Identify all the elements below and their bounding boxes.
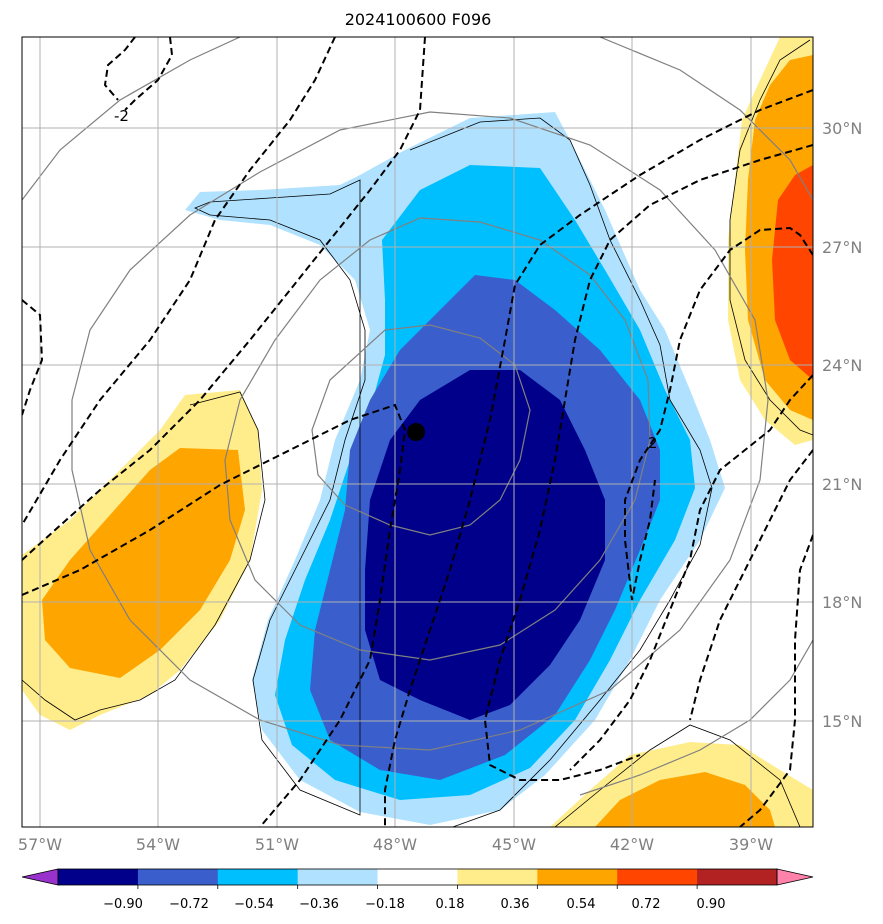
lat-label: 24°N [822,356,862,375]
lon-label: 48°W [373,835,417,854]
colorbar-segment [457,869,538,885]
lat-label: 18°N [822,593,862,612]
colorbar [21,868,814,889]
colorbar-extend-high [776,868,814,886]
map-frame [21,36,814,828]
anomaly-fill-navy [365,370,605,720]
contour-label-pos2: 2 [648,434,658,452]
dashed-contours [22,37,813,827]
colorbar-tick-label: 0.36 [501,897,530,912]
lon-labels: 57°W 54°W 51°W 48°W 45°W 42°W 39°W [18,835,773,854]
map-title: 2024100600 F096 [344,10,492,29]
lat-labels: 30°N 27°N 24°N 21°N 18°N 15°N [822,119,862,731]
lon-label: 45°W [492,835,536,854]
colorbar-segment [217,869,299,885]
anomaly-fill-orange-west [42,448,245,678]
colorbar-segment [137,869,219,885]
lon-label: 51°W [255,835,299,854]
colorbar-tick-label: 0.18 [436,897,465,912]
lon-label: 42°W [610,835,654,854]
graticule [22,37,813,827]
colorbar-segment [297,869,379,885]
map-area: -2 2 [22,37,813,827]
lat-label: 30°N [822,119,862,138]
colorbar-tick-label: 0.72 [632,897,661,912]
lat-label: 21°N [822,475,862,494]
zero-contour-east [729,39,813,436]
colorbar-tick-label: −0.90 [103,897,143,912]
colorbar-ticks: −0.90 −0.72 −0.54 −0.36 −0.18 0.18 0.36 … [103,897,725,912]
colorbar-segment [377,869,458,885]
colorbar-tick-label: −0.54 [234,897,274,912]
anomaly-fill-orange-south [595,772,775,827]
colorbar-extend-low [21,868,59,886]
colorbar-segment [58,869,139,885]
storm-center-marker [407,423,425,441]
colorbar-frame [57,868,778,886]
lon-label: 57°W [18,835,62,854]
zero-contour-south [554,724,801,827]
lat-label: 27°N [822,238,862,257]
colorbar-segment [617,869,698,885]
anomaly-fill-orangered-east [772,165,813,380]
lat-label: 15°N [822,712,862,731]
colorbar-tick-label: −0.72 [169,897,209,912]
colorbar-tick-label: −0.18 [365,897,405,912]
colorbar-tick-label: −0.36 [299,897,339,912]
zero-contour-west [22,391,266,721]
colorbar-tick-label: 0.54 [567,897,596,912]
colorbar-segment [537,869,618,885]
lon-label: 54°W [136,835,180,854]
contour-label-neg2: -2 [114,107,129,125]
lon-label: 39°W [729,835,773,854]
colorbar-segment [697,869,778,885]
colorbar-tick-label: 0.90 [697,897,726,912]
